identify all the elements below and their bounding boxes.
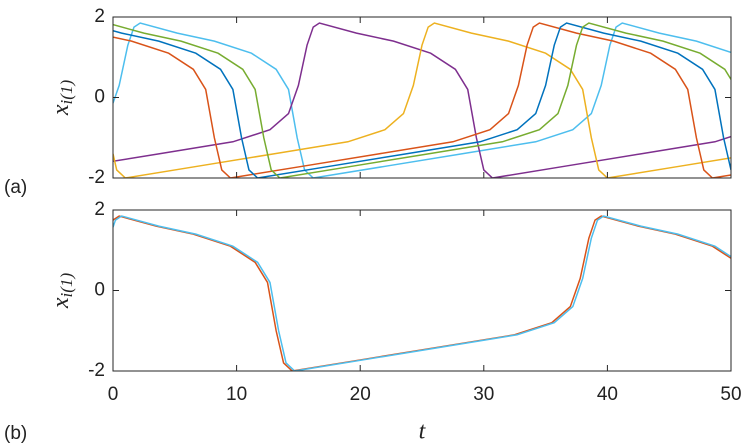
series-line (113, 215, 731, 371)
x-tick-label: 0 (108, 384, 119, 405)
y-axis-label: xi(1) (48, 273, 76, 310)
axes-box (112, 209, 732, 372)
y-axis-label: xi(1) (48, 80, 76, 117)
y-axis-label-main: x (48, 104, 74, 116)
x-tick-label: 40 (597, 384, 618, 405)
x-tick-label: 30 (473, 384, 494, 405)
x-tick-label: 50 (720, 384, 741, 405)
series-line (113, 22, 731, 178)
series-line (113, 22, 731, 178)
y-tick-label: 0 (94, 87, 105, 108)
y-axis-label-sub: i(1) (57, 273, 76, 298)
y-tick-label: 2 (94, 6, 105, 27)
y-tick-label: -2 (88, 360, 105, 381)
x-tick-label: 10 (226, 384, 247, 405)
plot-area (113, 215, 731, 371)
plot-area (113, 22, 731, 178)
x-axis-label: t (419, 419, 427, 445)
series-line (113, 22, 731, 178)
y-tick-label: 2 (94, 199, 105, 220)
x-tick-label: 20 (350, 384, 371, 405)
series-line (113, 215, 731, 371)
panel-label: (a) (4, 177, 27, 198)
y-axis-label-main: x (48, 297, 74, 309)
panel: -2 0 2 xi(1) (a) (4, 6, 732, 198)
y-axis-label-sub: i(1) (57, 80, 76, 105)
panel-label: (b) (4, 423, 27, 444)
series-line (113, 22, 731, 178)
y-tick-label: -2 (88, 167, 105, 188)
series-line (113, 22, 731, 178)
series-line (113, 22, 731, 178)
y-tick-label: 0 (94, 280, 105, 301)
